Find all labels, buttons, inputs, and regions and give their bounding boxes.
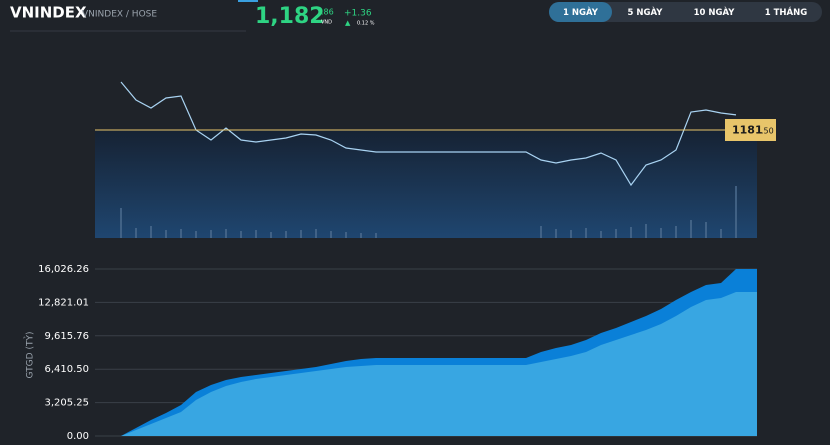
volume-bar [345, 232, 347, 238]
change-pct: 0.12 % [357, 21, 375, 27]
volume-bar [255, 230, 257, 238]
change: +1.36 [344, 9, 372, 19]
volume-bar [585, 228, 587, 238]
volume-bar [705, 222, 707, 238]
volume-bar [315, 229, 317, 238]
y-tick-label: 16,026.26 [38, 264, 89, 275]
currency: VND [321, 20, 332, 26]
y-tick-label: 0.00 [67, 431, 89, 442]
volume-bar [735, 186, 737, 238]
reference-label-decimal: .50 [761, 127, 774, 136]
volume-bar [555, 229, 557, 238]
range-button[interactable]: 1 NGÀY [563, 6, 599, 18]
volume-bar [225, 229, 227, 238]
volume-bar [195, 231, 197, 238]
volume-bar [180, 229, 182, 238]
tab-indicator [238, 0, 258, 2]
y-tick-label: 9,615.76 [44, 331, 89, 342]
volume-bar [210, 230, 212, 238]
change-arrow: ▲ [345, 19, 351, 27]
volume-bar [570, 230, 572, 238]
price-decimal: .86 [321, 8, 334, 17]
volume-bar [675, 226, 677, 238]
reference-fill [95, 130, 757, 238]
index-chart: 1181.50 [95, 81, 776, 238]
volume-bar [300, 230, 302, 238]
y-tick-label: 12,821.01 [38, 297, 89, 308]
volume-bar [360, 233, 362, 238]
volume-bar [660, 228, 662, 238]
volume-bar [135, 228, 137, 238]
symbol: VNINDEX [10, 4, 87, 22]
price: 1,182 [255, 4, 325, 29]
volume-bar [630, 227, 632, 238]
volume-bar [150, 226, 152, 238]
volume-bar [375, 233, 377, 238]
y-axis-title: GTGD (TỶ) [24, 332, 36, 379]
volume-bar [690, 220, 692, 238]
value-area [121, 291, 757, 436]
range-selector [549, 2, 822, 22]
volume-bar [285, 231, 287, 238]
range-button-active[interactable] [549, 2, 612, 22]
y-tick-label: 3,205.25 [44, 398, 89, 409]
volume-bar [330, 231, 332, 238]
range-button[interactable]: 10 NGÀY [694, 6, 736, 18]
volume-bar [720, 229, 722, 238]
range-button[interactable]: 1 THÁNG [765, 6, 807, 18]
volume-bar [540, 226, 542, 238]
value-chart: 0.00 3,205.25 6,410.50 9,615.76 12,821.01 16,… [24, 264, 757, 442]
volume-bar [240, 231, 242, 238]
volume-bar [120, 208, 122, 238]
reference-label-box [725, 119, 776, 141]
volume-bar [615, 229, 617, 238]
reference-label: 1181 [732, 124, 763, 137]
volume-bar [270, 232, 272, 238]
range-buttons: 1 NGÀY 5 NGÀY 10 NGÀY 1 THÁNG [549, 2, 807, 22]
volume-bar [600, 231, 602, 238]
volume-bar [165, 230, 167, 238]
y-tick-label: 6,410.50 [44, 364, 89, 375]
exchange: VNINDEX / HOSE [82, 10, 157, 20]
range-button[interactable]: 5 NGÀY [628, 6, 664, 18]
volume-bar [645, 224, 647, 238]
